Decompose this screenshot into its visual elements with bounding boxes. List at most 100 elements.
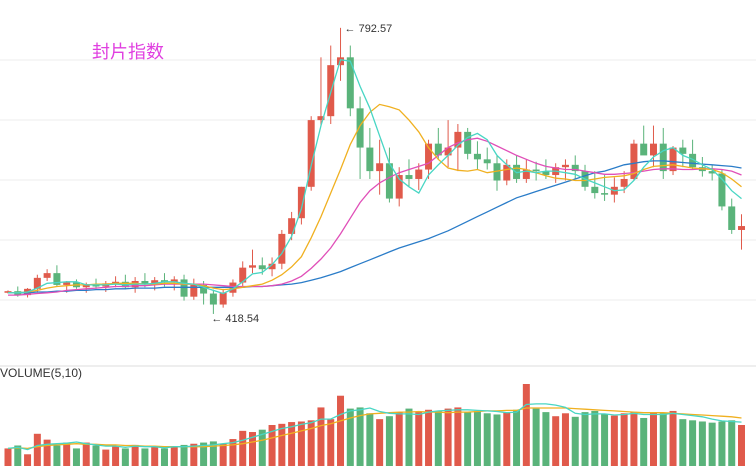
candle-body [405, 175, 413, 179]
candle-body [219, 292, 227, 305]
candle-body [356, 108, 364, 148]
volume-bar [288, 422, 296, 466]
candle-body [33, 277, 41, 289]
candle-body [649, 143, 657, 156]
volume-bar [249, 432, 256, 466]
candle-body [659, 143, 667, 172]
ma10-line [8, 103, 742, 294]
volume-bar [464, 412, 472, 466]
candle-body [112, 281, 120, 284]
min-price-annotation: ← 418.54 [211, 313, 259, 325]
volume-bar [258, 429, 266, 466]
candle-body [630, 143, 638, 179]
volume-bar [14, 445, 22, 466]
candle-body [640, 143, 648, 156]
candle-body [239, 267, 247, 283]
volume-bar [522, 384, 530, 466]
volume-bar [24, 454, 32, 466]
volume-bar [376, 419, 384, 466]
volume-bar [317, 407, 325, 466]
volume-bar [610, 415, 618, 466]
volume-bar [689, 420, 697, 466]
volume-bar [180, 444, 188, 466]
max-price-annotation: ← 792.57 [345, 23, 393, 35]
candle-body [43, 273, 51, 278]
volume-bar [356, 407, 364, 466]
candle-body [620, 178, 628, 187]
candle-body [190, 284, 198, 297]
candle-body [473, 153, 481, 160]
candle-body [669, 147, 677, 172]
candle-body [288, 218, 296, 234]
candle-body [591, 186, 599, 194]
volume-bar [385, 416, 393, 466]
volume-bar [405, 408, 413, 466]
candle-body [297, 186, 305, 219]
volume-bar [219, 443, 227, 466]
candle-body [346, 57, 354, 109]
ma5-line [8, 58, 742, 295]
volume-bar [708, 422, 716, 466]
volume-bar [395, 412, 403, 466]
volume-bar [190, 443, 198, 466]
candle-body [258, 265, 266, 270]
candle-body [151, 280, 159, 285]
volume-bar [532, 408, 540, 466]
volume-bar [121, 448, 129, 466]
candle-body [82, 284, 90, 288]
candle-body [63, 282, 71, 285]
volume-bar [112, 446, 120, 466]
volume-bar [337, 395, 345, 466]
candle-body [689, 153, 697, 168]
candle-body [454, 131, 462, 148]
candle-body [483, 159, 491, 164]
candle-body [561, 164, 569, 168]
volume-bar [571, 416, 579, 466]
candle-body [542, 171, 550, 176]
candle-body [503, 164, 511, 181]
candle-body [738, 226, 745, 230]
candle-body [728, 206, 736, 230]
candle-body [268, 263, 276, 270]
volume-bar [513, 409, 521, 466]
candle-body [464, 131, 472, 154]
volume-bar [4, 448, 12, 466]
volume-bar [33, 433, 41, 466]
volume-bar [454, 407, 462, 466]
volume-bar [151, 446, 159, 466]
volume-bar [141, 448, 149, 466]
volume-bar [698, 421, 706, 466]
candle-body [493, 163, 501, 181]
volume-bar [483, 413, 491, 466]
candle-body [571, 164, 579, 172]
ma20-line [8, 137, 742, 296]
volume-bar [229, 439, 237, 466]
candle-body [708, 171, 716, 174]
volume-bar [630, 412, 638, 466]
candle-body [718, 173, 726, 207]
volume-bar [415, 412, 423, 466]
volume-bar [728, 420, 736, 466]
candle-body [425, 143, 433, 170]
chart-title: 封片指数 [92, 42, 164, 63]
candle-body [601, 193, 609, 195]
volume-bar [738, 425, 745, 466]
candle-body [200, 284, 208, 294]
candle-body [180, 279, 188, 297]
candle-body [434, 143, 442, 156]
volume-bar [542, 412, 550, 466]
candle-body [385, 163, 393, 199]
volume-ma10-line [7, 407, 742, 450]
volume-bar [170, 446, 178, 466]
candle-body [278, 233, 286, 264]
volume-ma5-line [7, 403, 742, 451]
volume-bar [297, 421, 305, 466]
candle-body [376, 163, 384, 172]
candle-body [679, 147, 687, 154]
volume-bar [679, 419, 687, 466]
volume-bar [601, 414, 609, 466]
candle-body [53, 273, 61, 285]
volume-bar [239, 430, 247, 466]
volume-bar [473, 410, 481, 466]
volume-bar [63, 442, 71, 466]
